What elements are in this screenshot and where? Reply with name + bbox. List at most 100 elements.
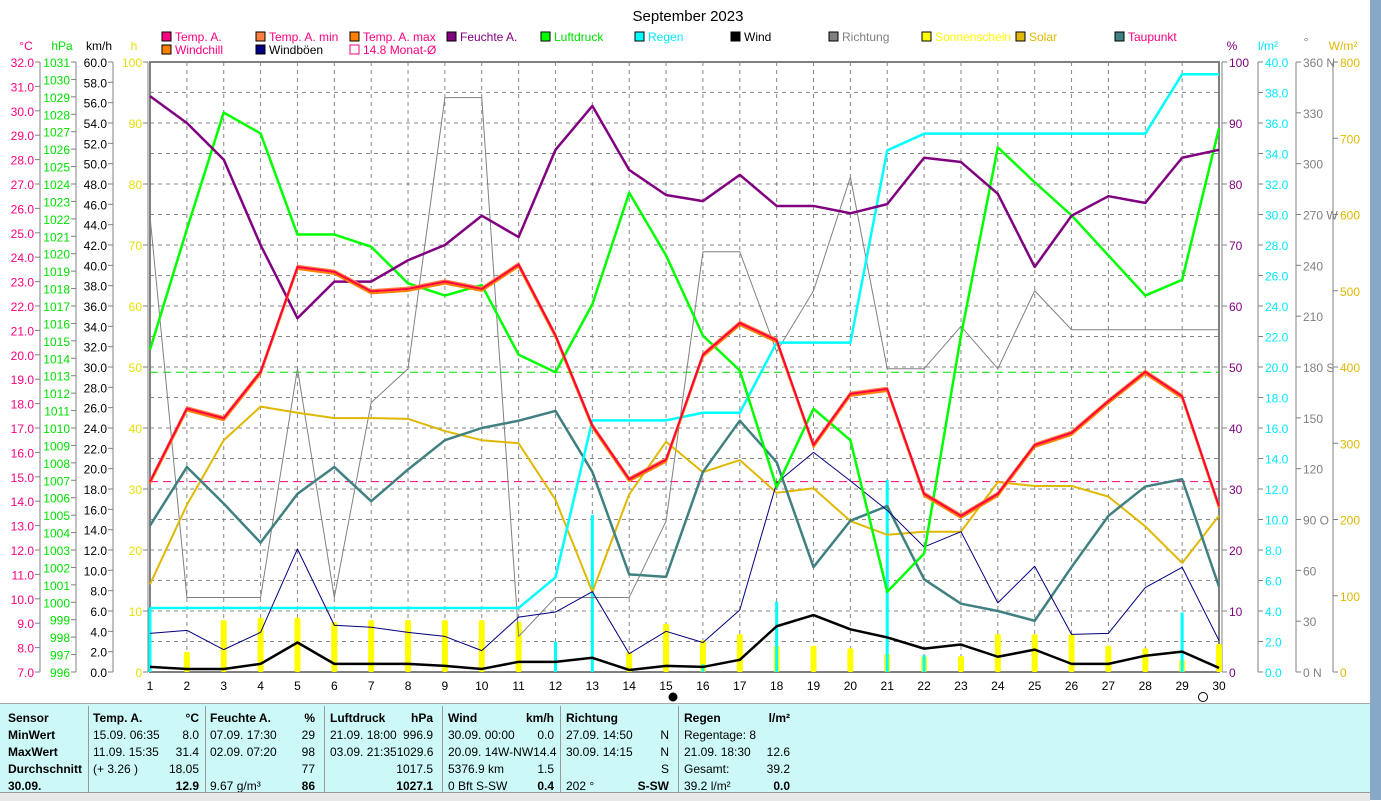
column-divider	[560, 706, 561, 792]
label-sensor: Sensor	[8, 711, 49, 725]
pressure-tick-label: 1002	[43, 561, 70, 575]
solar-tick-label: 100	[1340, 590, 1360, 604]
wind-tick-label: 30.0	[84, 361, 108, 375]
x-tick-label: 9	[442, 679, 449, 693]
table-row: Regentage: 8	[684, 727, 790, 744]
table-row: 5376.9 km 1.5	[448, 761, 554, 778]
solar-tick-label: 700	[1340, 132, 1360, 146]
column-4: Richtung 27.09. 14:50 N 30.09. 14:15 N S 202 °…	[566, 710, 669, 795]
direction-tick-label: 30	[1303, 615, 1317, 629]
sunshine-bar	[626, 651, 633, 672]
solar-tick-label: 400	[1340, 361, 1360, 375]
legend: Temp. A. Temp. A. min Temp. A. max Feuchte …	[161, 30, 1177, 57]
temp-tick-label: 21.0	[11, 324, 35, 338]
x-tick-label: 28	[1139, 679, 1153, 693]
column-unit: °C	[185, 711, 199, 725]
cell-value: N	[660, 745, 669, 759]
pressure-tick-label: 1021	[43, 230, 70, 244]
pressure-tick-label: 1031	[43, 56, 70, 70]
rain-tick-label: 4.0	[1265, 605, 1282, 619]
humidity-tick-label: 10	[1229, 605, 1243, 619]
cell-info: 27.09. 14:50	[566, 728, 633, 742]
cell-value: 1.5	[537, 762, 554, 776]
wind-tick-label: 36.0	[84, 300, 108, 314]
cell-info: Gesamt:	[684, 762, 730, 776]
rain-tick-label: 8.0	[1265, 544, 1282, 558]
rain-tick-label: 18.0	[1265, 392, 1289, 406]
regen-line	[150, 72, 1219, 610]
x-tick-label: 6	[331, 679, 338, 693]
wind-tick-label: 26.0	[84, 402, 108, 416]
table-row: 77	[210, 761, 315, 778]
solar-tick-label: 600	[1340, 209, 1360, 223]
cell-value: 98	[301, 745, 315, 759]
column-unit: l/m²	[768, 711, 790, 725]
wind-tick-label: 32.0	[84, 341, 108, 355]
sunshine-bar	[1142, 648, 1149, 672]
wind-unit-label: km/h	[86, 39, 112, 53]
cell-value: 29	[301, 728, 315, 742]
plot-frame	[149, 61, 1220, 673]
solar-tick-label: 200	[1340, 514, 1360, 528]
legend-label: Temp. A.	[175, 30, 222, 44]
column-2: Luftdruck hPa 21.09. 18:00 996.9 03.09. 21:3…	[330, 710, 433, 795]
legend-label: Feuchte A.	[460, 30, 517, 44]
temp-tick-label: 32.0	[11, 56, 35, 70]
humidity-tick-label: 0	[1229, 666, 1236, 680]
table-row: 07.09. 17:30 29	[210, 727, 315, 744]
cell-info: (+ 3.26 )	[93, 762, 139, 776]
column-header: Richtung	[566, 710, 669, 727]
humidity-tick-label: 70	[1229, 239, 1243, 253]
legend-swatch	[446, 31, 457, 42]
sunshine-bar	[368, 620, 375, 672]
legend-label: 14.8 Monat-Ø	[363, 43, 436, 57]
table-row: 11.09. 15:35 31.4	[93, 744, 199, 761]
temp-tick-label: 13.0	[11, 520, 35, 534]
sunshine-bar	[441, 620, 448, 672]
table-row: 0 Bft S-SW 0.4	[448, 778, 554, 795]
cell-value: 14.4	[533, 745, 557, 759]
temp-tick-label: 17.0	[11, 422, 35, 436]
cell-info: 30.09. 00:00	[448, 728, 515, 742]
sun-tick-label: 90	[129, 117, 143, 131]
table-row: S	[566, 761, 669, 778]
wind-tick-label: 18.0	[84, 483, 108, 497]
label-current: 30.09.	[8, 779, 42, 793]
x-tick-label: 27	[1102, 679, 1116, 693]
pressure-tick-label: 1026	[43, 143, 70, 157]
pressure-tick-label: 1003	[43, 544, 70, 558]
x-tick-label: 10	[475, 679, 489, 693]
x-tick-label: 16	[696, 679, 710, 693]
direction-tick-label: 210	[1303, 310, 1323, 324]
sunshine-bar	[1031, 634, 1038, 672]
x-tick-label: 22	[917, 679, 931, 693]
cell-info: 15.09. 06:35	[93, 728, 160, 742]
cell-value: 39.2	[766, 762, 790, 776]
legend-label: Solar	[1029, 30, 1057, 44]
sunshine-bar	[294, 617, 301, 672]
wind-tick-label: 24.0	[84, 422, 108, 436]
sun-tick-label: 20	[129, 544, 143, 558]
status-strip	[0, 792, 1370, 801]
solar-line	[149, 405, 1220, 593]
table-row: 21.09. 18:30 12.6	[684, 744, 790, 761]
table-row: 20.09. 14W-NW 14.4	[448, 744, 557, 761]
cell-info: 03.09. 21:35	[330, 745, 397, 759]
wind-tick-label: 8.0	[90, 585, 107, 599]
pressure-tick-label: 1005	[43, 509, 70, 523]
rain-tick-label: 28.0	[1265, 239, 1289, 253]
column-title: Richtung	[566, 711, 618, 725]
x-tick-label: 3	[220, 679, 227, 693]
legend-label: Sonnenschein	[935, 30, 1011, 44]
legend-swatch	[255, 44, 266, 55]
sunshine-bar	[736, 634, 743, 672]
table-row: 1017.5	[330, 761, 433, 778]
legend-label: Temp. A. min	[269, 30, 338, 44]
pressure-tick-label: 1029	[43, 91, 70, 105]
x-tick-label: 19	[807, 679, 821, 693]
column-divider	[324, 706, 325, 792]
wind-tick-label: 12.0	[84, 544, 108, 558]
grid	[149, 61, 1220, 673]
wind-tick-label: 16.0	[84, 503, 108, 517]
pressure-tick-label: 1027	[43, 126, 70, 140]
